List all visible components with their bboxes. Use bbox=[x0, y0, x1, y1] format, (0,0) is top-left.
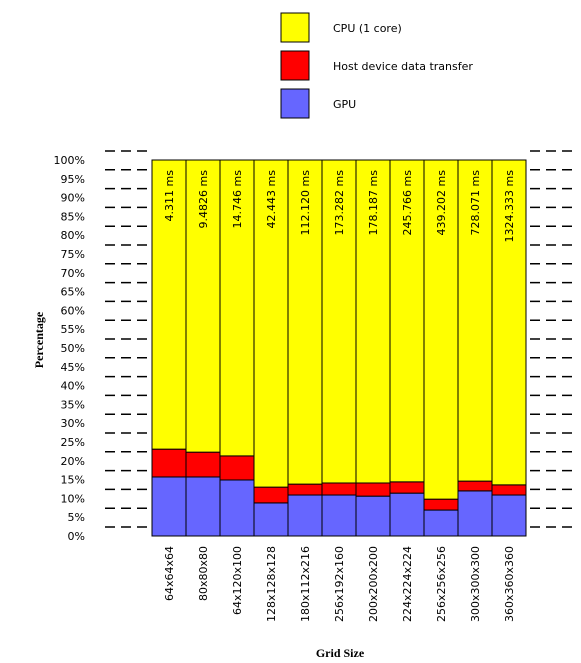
bar-label: 9.4826 ms bbox=[197, 170, 210, 229]
bar-segment bbox=[253, 159, 289, 488]
y-tick-label: 70% bbox=[61, 267, 85, 280]
y-tick-label: 95% bbox=[61, 173, 85, 186]
bar-segment bbox=[423, 498, 459, 511]
bar-segment bbox=[219, 455, 255, 481]
y-tick-label: 45% bbox=[61, 361, 85, 374]
bar-segment bbox=[355, 159, 391, 484]
bar-segment bbox=[185, 476, 221, 537]
y-tick-label: 10% bbox=[61, 492, 85, 505]
x-tick-label: 300x300x300 bbox=[469, 546, 482, 622]
bar-segment bbox=[253, 486, 289, 504]
y-tick-label: 50% bbox=[61, 342, 85, 355]
bar-segment bbox=[491, 159, 527, 486]
bar-segment bbox=[287, 159, 323, 485]
bar-segment bbox=[423, 159, 459, 500]
y-tick-label: 35% bbox=[61, 398, 85, 411]
y-tick-label: 75% bbox=[61, 248, 85, 261]
x-tick-label: 256x192x160 bbox=[333, 546, 346, 622]
x-axis-title: Grid Size bbox=[316, 646, 365, 660]
bar-label: 173.282 ms bbox=[333, 170, 346, 236]
bar-label: 728.071 ms bbox=[469, 170, 482, 236]
bar-segment bbox=[321, 159, 357, 484]
bar-segment bbox=[253, 502, 289, 537]
legend-label: GPU bbox=[333, 98, 356, 111]
y-tick-label: 20% bbox=[61, 455, 85, 468]
bar-segment bbox=[389, 492, 425, 537]
bar-label: 4.311 ms bbox=[163, 170, 176, 222]
bar-label: 439.202 ms bbox=[435, 170, 448, 236]
legend-swatch bbox=[280, 50, 310, 81]
x-tick-label: 64x120x100 bbox=[231, 546, 244, 615]
y-tick-label: 65% bbox=[61, 286, 85, 299]
bar-segment bbox=[151, 476, 187, 537]
bar-segment bbox=[457, 159, 493, 482]
y-tick-label: 5% bbox=[68, 511, 85, 524]
bar-segment bbox=[355, 482, 391, 497]
bar-segment bbox=[355, 495, 391, 537]
bar-segment bbox=[457, 490, 493, 537]
bar-segment bbox=[287, 494, 323, 537]
bar-segment bbox=[287, 483, 323, 496]
bar-segment bbox=[423, 509, 459, 537]
x-tick-label: 64x64x64 bbox=[163, 546, 176, 601]
bar-label: 42.443 ms bbox=[265, 170, 278, 229]
y-tick-label: 80% bbox=[61, 229, 85, 242]
bar-segment bbox=[185, 451, 221, 478]
y-tick-label: 25% bbox=[61, 436, 85, 449]
x-tick-label: 224x224x224 bbox=[401, 546, 414, 622]
legend-label: CPU (1 core) bbox=[333, 22, 402, 35]
bar-segment bbox=[491, 484, 527, 496]
x-tick-label: 200x200x200 bbox=[367, 546, 380, 622]
bar-segment bbox=[185, 159, 221, 453]
y-tick-label: 85% bbox=[61, 210, 85, 223]
bar-label: 1324.333 ms bbox=[503, 170, 516, 243]
bar-label: 14.746 ms bbox=[231, 170, 244, 229]
y-tick-label: 15% bbox=[61, 474, 85, 487]
x-tick-label: 180x112x216 bbox=[299, 546, 312, 622]
y-tick-label: 100% bbox=[54, 154, 85, 167]
bar-segment bbox=[321, 482, 357, 496]
bar-segment bbox=[219, 159, 255, 457]
legend-swatch bbox=[280, 88, 310, 119]
bar-segment bbox=[491, 494, 527, 537]
bar-segment bbox=[389, 481, 425, 494]
bar-label: 178.187 ms bbox=[367, 170, 380, 236]
x-tick-label: 128x128x128 bbox=[265, 546, 278, 622]
legend-label: Host device data transfer bbox=[333, 60, 473, 73]
x-tick-label: 256x256x256 bbox=[435, 546, 448, 622]
y-tick-label: 30% bbox=[61, 417, 85, 430]
bar-segment bbox=[321, 494, 357, 537]
bar-segment bbox=[219, 479, 255, 537]
bar-segment bbox=[151, 448, 187, 478]
y-tick-label: 90% bbox=[61, 192, 85, 205]
x-tick-label: 360x360x360 bbox=[503, 546, 516, 622]
bar-label: 245.766 ms bbox=[401, 170, 414, 236]
y-tick-label: 55% bbox=[61, 323, 85, 336]
y-axis-title: Percentage bbox=[32, 311, 46, 368]
bar-segment bbox=[457, 480, 493, 492]
x-tick-label: 80x80x80 bbox=[197, 546, 210, 601]
legend-swatch bbox=[280, 12, 310, 43]
y-tick-label: 0% bbox=[68, 530, 85, 543]
bar-segment bbox=[389, 159, 425, 483]
bar-label: 112.120 ms bbox=[299, 170, 312, 236]
y-tick-label: 60% bbox=[61, 304, 85, 317]
y-tick-label: 40% bbox=[61, 380, 85, 393]
bar-segment bbox=[151, 159, 187, 450]
